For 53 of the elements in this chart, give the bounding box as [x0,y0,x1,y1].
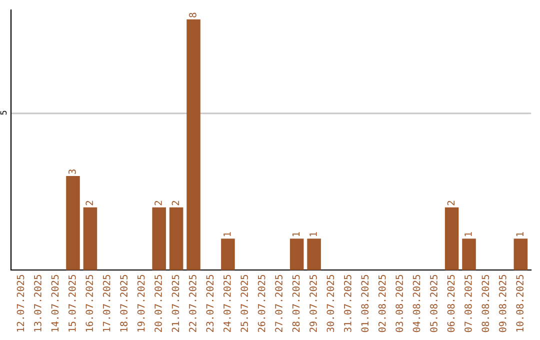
x-tick-label: 05.08.2025 [430,274,438,332]
x-tick-label: 06.08.2025 [447,274,455,332]
y-tick-label: 5 [0,110,7,115]
data-label: 2 [154,200,162,206]
x-tick-label: 10.08.2025 [516,274,524,332]
x-tick-label: 20.07.2025 [154,274,162,332]
x-tick-label: 23.07.2025 [206,274,214,332]
x-tick-label: 17.07.2025 [102,274,110,332]
bar [290,238,304,270]
bar [169,207,184,270]
x-tick-label: 28.07.2025 [292,274,300,332]
x-tick-label: 14.07.2025 [51,274,59,332]
bar [307,238,321,270]
x-tick-label: 13.07.2025 [34,274,42,332]
bar [462,238,476,270]
data-label: 8 [189,12,196,18]
x-tick-label: 29.07.2025 [310,274,317,332]
x-tick-label: 31.07.2025 [344,274,352,332]
data-label: 1 [516,232,524,236]
x-tick-label: 22.07.2025 [189,274,196,332]
x-tick-label: 27.07.2025 [275,274,282,332]
x-tick-label: 19.07.2025 [137,274,145,332]
data-label: 1 [310,232,317,236]
data-label: 1 [464,232,472,236]
data-label: 2 [86,200,93,206]
x-tick-label: 24.07.2025 [223,274,231,332]
x-tick-label: 04.08.2025 [412,274,420,332]
x-tick-label: 03.08.2025 [396,274,403,332]
x-tick-label: 21.07.2025 [172,274,180,332]
x-tick-label: 01.08.2025 [361,274,369,332]
x-tick-label: 26.07.2025 [258,274,266,332]
x-tick-label: 25.07.2025 [240,274,248,332]
x-tick-label: 08.08.2025 [482,274,490,332]
x-tick-label: 30.07.2025 [326,274,334,332]
bar [514,238,528,270]
bar [444,207,459,270]
data-label: 1 [292,232,300,236]
x-tick-label: 12.07.2025 [16,274,24,332]
x-tick-label: 15.07.2025 [68,274,76,332]
x-tick-label: 09.08.2025 [498,274,506,332]
x-tick-label: 07.08.2025 [464,274,472,332]
bar [83,207,98,270]
bar [221,238,235,270]
data-label: 3 [68,170,76,174]
data-label: 2 [172,200,180,206]
x-tick-label: 18.07.2025 [120,274,128,332]
data-label: 1 [224,232,231,236]
data-label: 2 [447,200,455,206]
bar [152,207,166,270]
x-tick-label: 16.07.2025 [86,274,94,332]
bar [66,176,80,270]
x-tick-label: 02.08.2025 [378,274,386,332]
bar [186,19,200,270]
